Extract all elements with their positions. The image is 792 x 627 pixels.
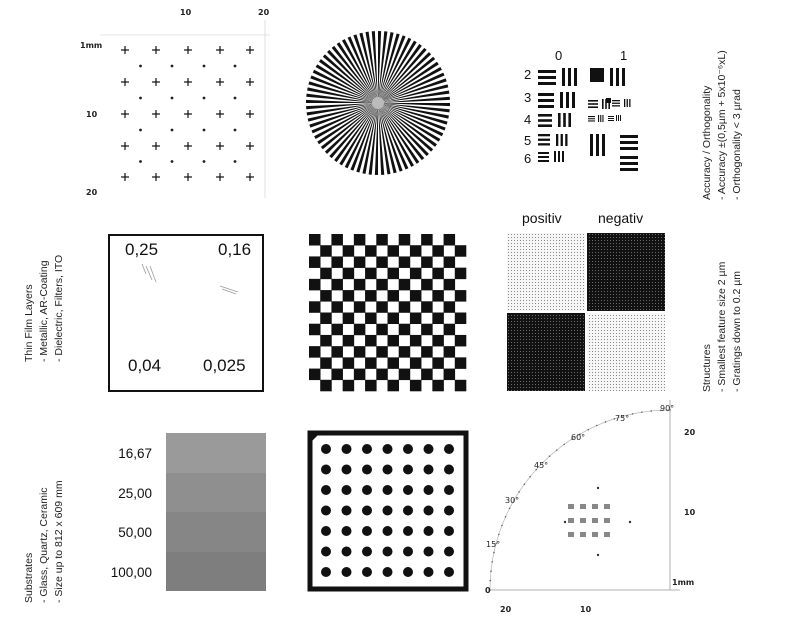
usaf-resolution-target [538,68,638,171]
usaf-element-label-4: 4 [524,112,532,127]
grid-top-tick-10: 10 [180,8,192,17]
dot-matrix-target [307,430,469,592]
density-step-strip [166,433,266,591]
polar-right-tick-20: 20 [684,428,696,437]
usaf-element-label-6: 6 [524,151,532,166]
structures-line-2: - Gratings down to 0.2 µm [731,270,743,392]
structures-title: Structures [701,344,713,392]
polar-origin-label: 0 [485,586,491,595]
density-label-2500: 25,00 [118,486,152,501]
density-step [166,551,266,591]
density-label-1667: 16,67 [118,446,152,461]
density-label-5000: 50,00 [118,525,152,540]
polar-angle-15: 15° [486,540,501,549]
thin-film-line-2: - Dielectric, Filters, ITO [53,254,65,362]
polar-angle-45: 45° [534,461,549,470]
usaf-element-label-3: 3 [524,90,532,105]
substrates-line-1: - Glass, Quartz, Ceramic [38,487,50,603]
polar-bottom-tick-10: 10 [580,605,592,614]
line-width-label-025: 0,25 [125,240,159,259]
usaf-element-label-2: 2 [524,67,532,82]
thin-film-title: Thin Film Layers [23,284,35,362]
accuracy-line-1: - Accuracy ±(0,5µm + 5x10⁻⁶xL) [716,50,728,200]
structures-line-1: - Smallest feature size 2 µm [716,261,728,392]
polar-right-tick-10: 10 [684,508,696,517]
polar-angle-90: 90° [660,404,675,413]
substrates-text-block: Substrates - Glass, Quartz, Ceramic - Si… [22,480,67,603]
grid-top-tick-20: 20 [258,8,270,17]
siemens-star-target [306,31,450,175]
accuracy-title: Accuracy / Orthogonality [701,85,713,200]
polar-angle-30: 30° [505,496,520,505]
grid-left-tick-1mm: 1mm [80,41,103,50]
density-step [166,433,266,473]
polar-coordinate-target [489,400,680,591]
accuracy-text-block: Accuracy / Orthogonality - Accuracy ±(0,… [700,50,745,200]
line-width-label-004: 0,04 [128,356,162,375]
polar-right-tick-1mm: 1mm [672,578,695,587]
line-width-marks [141,263,239,295]
accuracy-line-2: - Orthogonality < 3 µrad [731,89,743,200]
polar-bottom-tick-20: 20 [500,605,512,614]
grid-left-tick-10: 10 [86,110,98,119]
line-width-box [108,234,264,392]
polar-angle-75: 75° [615,414,630,423]
usaf-group-label-0: 0 [555,48,563,63]
grid-left-tick-20: 20 [86,188,98,197]
substrates-line-2: - Size up to 812 x 609 mm [53,480,65,603]
usaf-element-label-5: 5 [524,133,532,148]
line-width-label-016: 0,16 [218,240,252,259]
polarity-pattern [507,233,665,391]
density-label-10000: 100,00 [110,565,152,580]
cross-grid-target [100,20,270,198]
thin-film-line-1: - Metallic, AR-Coating [38,260,50,362]
density-step [166,512,266,552]
checkerboard-target [309,234,467,392]
negative-label: negativ [598,210,644,226]
usaf-group-label-1: 1 [620,48,628,63]
substrates-title: Substrates [23,552,35,603]
line-width-label-0025: 0,025 [203,356,246,375]
thin-film-text-block: Thin Film Layers - Metallic, AR-Coating … [22,255,67,362]
density-step [166,472,266,512]
polar-angle-60: 60° [571,433,586,442]
positive-label: positiv [522,210,562,226]
structures-text-block: Structures - Smallest feature size 2 µm … [700,262,745,392]
